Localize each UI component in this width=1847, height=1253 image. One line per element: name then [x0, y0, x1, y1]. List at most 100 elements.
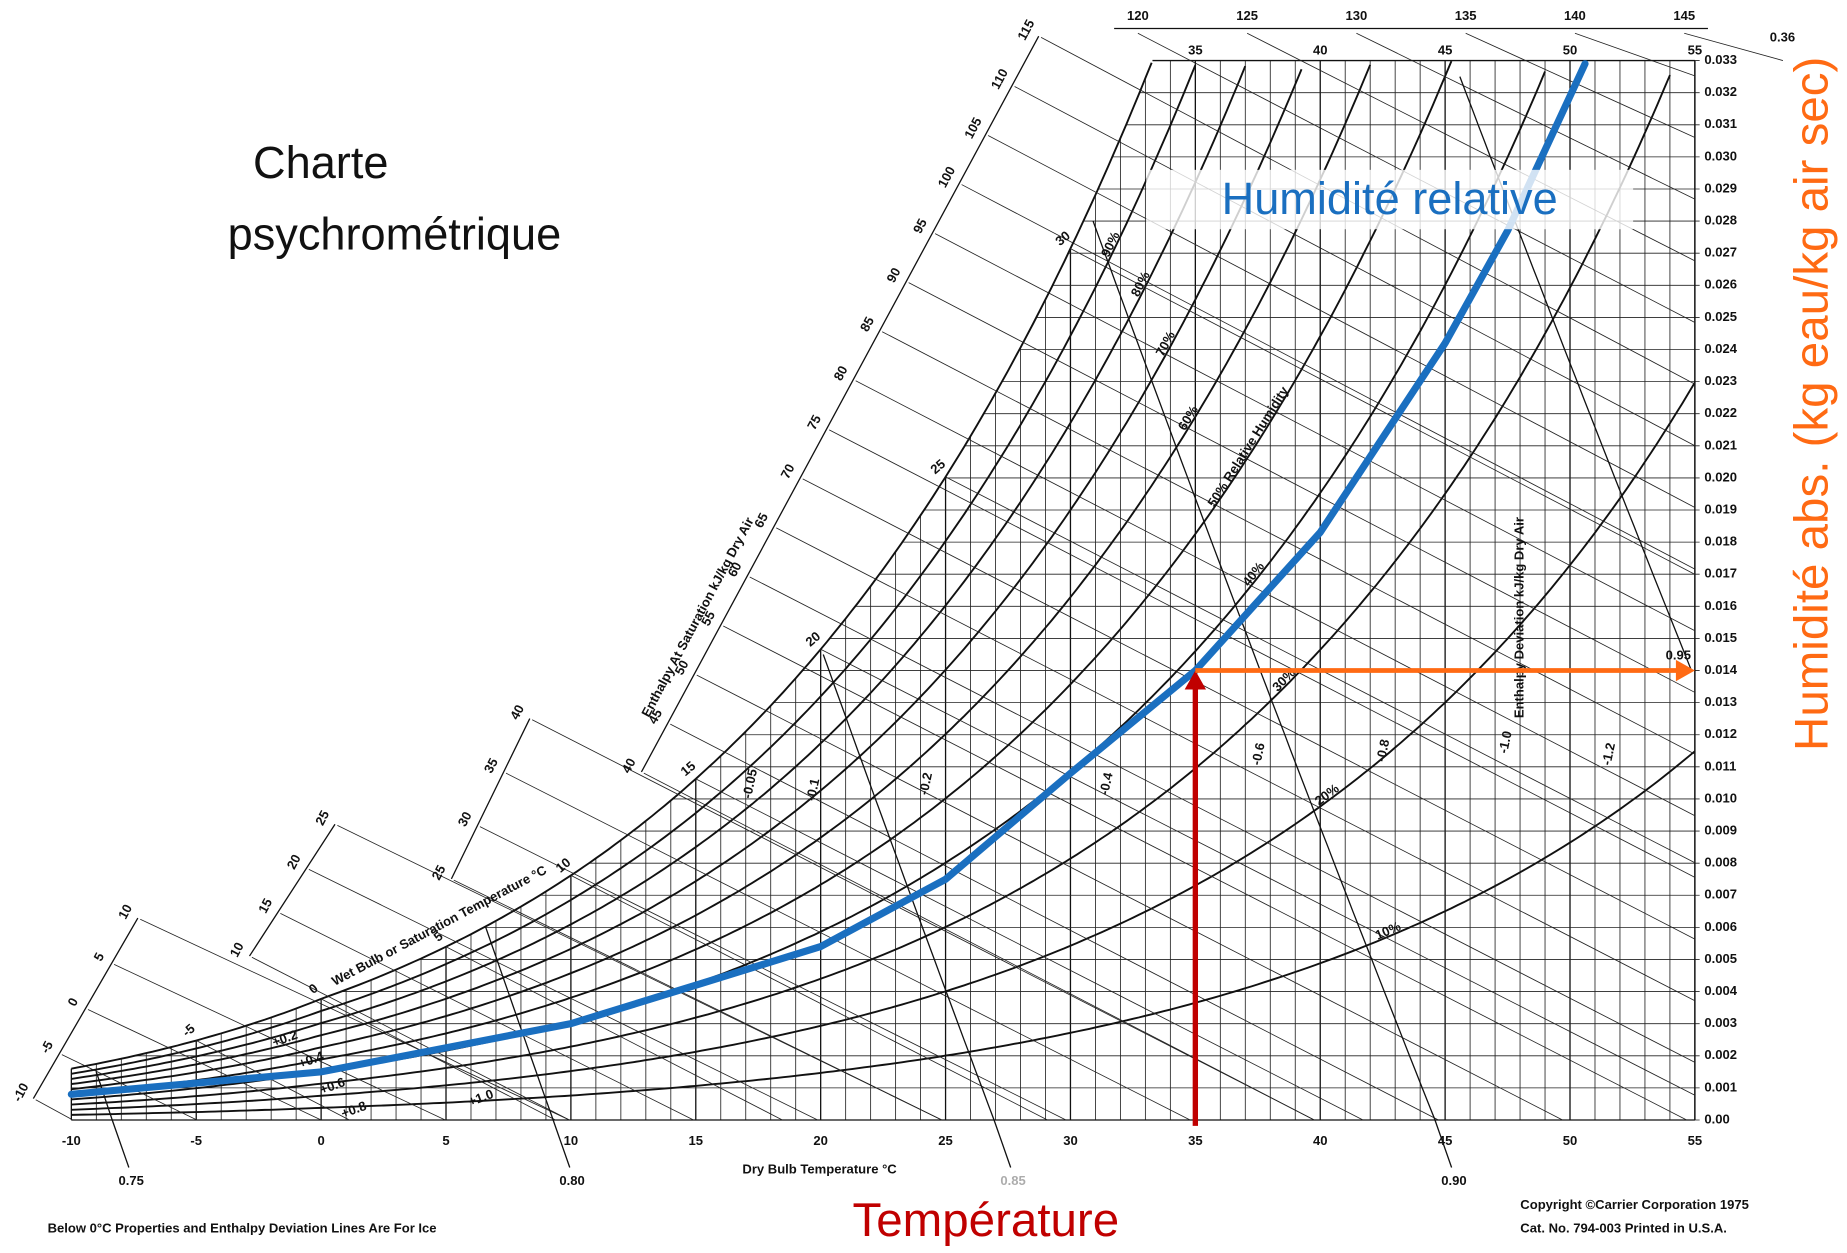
enthalpy-tick-label: 15 — [255, 896, 275, 916]
humidity-arrowhead — [1676, 660, 1695, 681]
y-tick-label: 0.031 — [1704, 116, 1737, 131]
x-tick-label: 55 — [1688, 1133, 1703, 1148]
y-tick-label: 0.032 — [1704, 84, 1737, 99]
y-tick-label: 0.005 — [1704, 951, 1737, 966]
y-tick-label: 0.011 — [1704, 758, 1736, 773]
enthalpy-tick-label: 80 — [830, 363, 850, 383]
y-tick-label: 0.003 — [1704, 1015, 1737, 1030]
y-tick-label: 0.001 — [1704, 1079, 1737, 1094]
enthalpy-line — [506, 773, 1190, 1120]
enthalpy-tick-label: 40 — [507, 702, 527, 722]
enthalpy-tick-label: 25 — [429, 863, 449, 883]
top-x-tick-label: 50 — [1563, 43, 1578, 58]
volume-line — [1460, 77, 1692, 671]
deviation-label: -1.2 — [1599, 741, 1618, 766]
x-tick-label: 15 — [689, 1133, 704, 1148]
y-tick-label: 0.033 — [1704, 52, 1737, 67]
enthalpy-tick-label: 85 — [857, 314, 877, 334]
enthalpy-tick-label: 100 — [935, 164, 958, 190]
volume-label: 0.95 — [1666, 648, 1691, 663]
top-x-tick-label: 35 — [1188, 43, 1203, 58]
x-tick-label: 50 — [1563, 1133, 1578, 1148]
enthalpy-tick-label: 10 — [227, 940, 247, 960]
deviation-label: -0.6 — [1248, 741, 1267, 766]
rh-label: 70% — [1152, 328, 1178, 358]
y-tick-label: 0.010 — [1704, 790, 1737, 805]
deviation-label: -0.2 — [916, 771, 935, 796]
enthalpy-tick-label: 125 — [1236, 8, 1258, 23]
overlay-title: Charte — [253, 137, 388, 188]
enthalpy-tick-label: 105 — [961, 115, 984, 141]
x-tick-label: 25 — [938, 1133, 953, 1148]
volume-label: 0.90 — [1441, 1173, 1466, 1188]
note: Cat. No. 794-003 Printed in U.S.A. — [1520, 1221, 1727, 1236]
wet-bulb-label: 25 — [927, 456, 948, 477]
x-tick-label: -5 — [190, 1133, 202, 1148]
y-tick-label: 0.021 — [1704, 437, 1737, 452]
enthalpy-tick-label: 135 — [1455, 8, 1477, 23]
y-tick-label: 0.023 — [1704, 373, 1737, 388]
enthalpy-tick-label: 0 — [64, 995, 81, 1008]
y-tick-label: 0.004 — [1704, 983, 1737, 998]
rh-label: 40% — [1239, 559, 1267, 589]
note: 0.36 — [1770, 29, 1795, 44]
x-tick-label: 20 — [813, 1133, 828, 1148]
x-tick-label: 30 — [1063, 1133, 1078, 1148]
enthalpy-title: Enthalpy At Saturation kJ/kg Dry Air — [638, 515, 756, 720]
deviation-label: +0.2 — [270, 1027, 299, 1050]
enthalpy-line — [644, 773, 1314, 1120]
enthalpy-scale — [451, 719, 529, 879]
enthalpy-line — [909, 283, 1695, 693]
rh-label: 50% Relative Humidity — [1204, 383, 1291, 509]
wet-bulb-label: -5 — [179, 1021, 198, 1040]
enthalpy-tick-label: 20 — [284, 852, 304, 872]
enthalpy-line — [962, 185, 1695, 570]
x-tick-label: -10 — [62, 1133, 81, 1148]
enthalpy-tick-label: -5 — [37, 1038, 56, 1055]
x-tick-label: 0 — [317, 1133, 324, 1148]
enthalpy-tick-label: 5 — [91, 950, 108, 963]
enthalpy-tick-label: 75 — [804, 412, 824, 432]
enthalpy-tick-label: 90 — [883, 265, 903, 285]
y-tick-label: 0.007 — [1704, 887, 1737, 902]
wet-bulb-label: 0 — [306, 980, 321, 996]
y-tick-label: 0.00 — [1704, 1111, 1729, 1126]
y-tick-label: 0.015 — [1704, 630, 1737, 645]
enthalpy-tick-label: 30 — [455, 809, 475, 829]
enthalpy-tick-label: 35 — [481, 756, 501, 776]
enthalpy-tick-label: 145 — [1673, 8, 1695, 23]
x-tick-label: 40 — [1313, 1133, 1328, 1148]
enthalpy-tick-label: 130 — [1346, 8, 1368, 23]
rh-label: 90% — [1098, 229, 1123, 259]
y-tick-label: 0.006 — [1704, 919, 1737, 934]
y-tick-label: 0.017 — [1704, 566, 1737, 581]
series-label: Humidité relative — [1222, 173, 1558, 224]
deviation-label: +0.8 — [339, 1098, 368, 1121]
overlay-y-label: Humidité abs. (kg eau/kg air sec) — [1785, 57, 1838, 751]
enthalpy-tick-label: 115 — [1014, 17, 1037, 43]
x-axis-title: Dry Bulb Temperature °C — [742, 1161, 897, 1176]
rh-label: 20% — [1312, 780, 1342, 808]
volume-leader — [112, 1120, 129, 1168]
deviation-title: Enthalpy Deviation kJ/kg Dry Air — [1512, 517, 1527, 718]
enthalpy-line — [454, 880, 942, 1120]
enthalpy-tick-label: -10 — [9, 1080, 31, 1104]
enthalpy-line — [1466, 33, 1695, 137]
y-tick-label: 0.009 — [1704, 823, 1737, 838]
overlay-x-label: Température — [853, 1194, 1120, 1247]
chart: Charte psychrométrique Dry Bulb Temperat… — [0, 0, 1847, 1253]
volume-label: 0.80 — [559, 1173, 584, 1188]
enthalpy-tick-label: 95 — [910, 216, 930, 236]
enthalpy-line — [252, 957, 570, 1120]
enthalpy-tick-label: 140 — [1564, 8, 1586, 23]
page: { "overlay": { "title_lines": ["Charte",… — [0, 0, 1847, 1253]
note: Copyright ©Carrier Corporation 1975 — [1520, 1197, 1749, 1212]
y-tick-label: 0.029 — [1704, 180, 1737, 195]
deviation-label: -0.1 — [803, 777, 822, 802]
x-tick-label: 45 — [1438, 1133, 1453, 1148]
wet-bulb-label: 20 — [802, 629, 823, 650]
y-tick-label: 0.016 — [1704, 598, 1737, 613]
y-tick-label: 0.014 — [1704, 662, 1737, 677]
y-tick-label: 0.028 — [1704, 213, 1737, 228]
wet-bulb-line — [1070, 249, 1694, 575]
